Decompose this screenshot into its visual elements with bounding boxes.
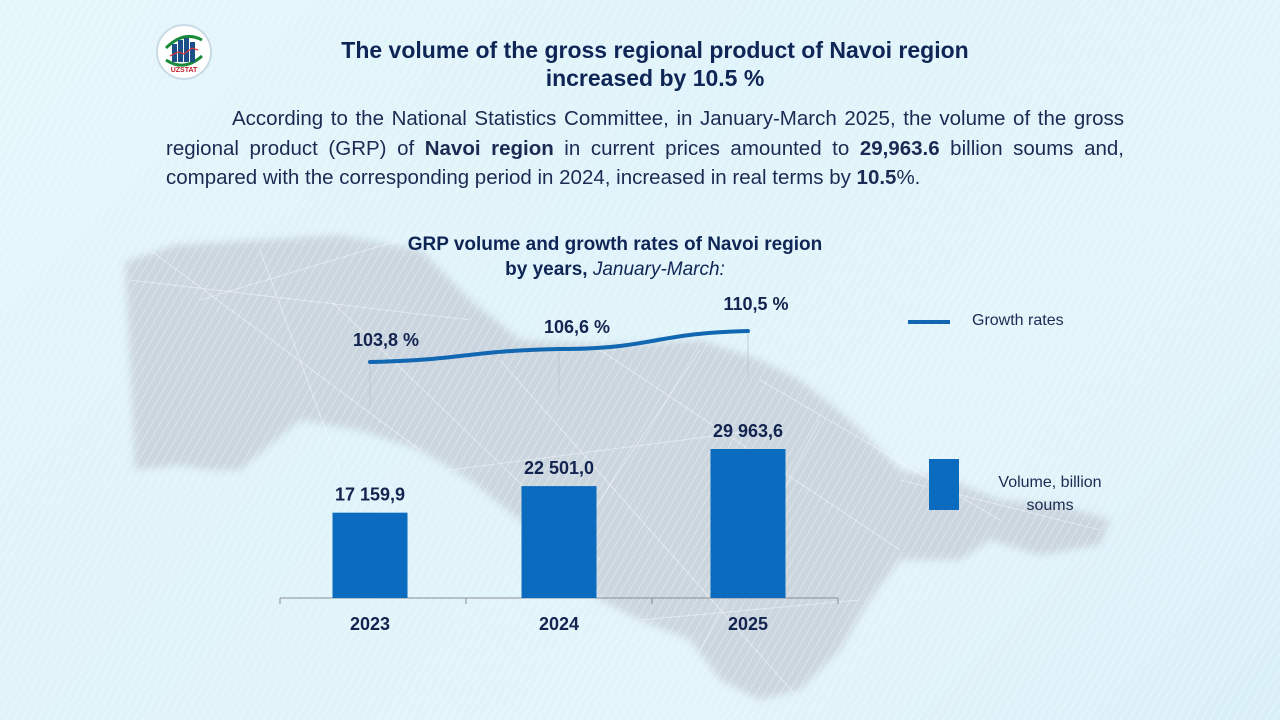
chart-subtitle-italic: January-March: xyxy=(592,259,725,280)
logo-icon: UZSTAT xyxy=(164,34,203,74)
bar-value-label: 22 501,0 xyxy=(524,458,594,478)
bar-2023 xyxy=(332,512,408,598)
title-line-1: The volume of the gross regional product… xyxy=(341,37,969,63)
grp-value: 29,963.6 xyxy=(859,136,940,160)
uzstat-logo: UZSTAT xyxy=(156,24,212,80)
bar-value-label: 17 159,9 xyxy=(335,485,405,505)
legend-volume-line-2: soums xyxy=(1026,497,1074,514)
growth-value: 10.5 xyxy=(856,166,897,189)
chart-subtitle-bold: by years, xyxy=(505,259,588,280)
legend-growth-rates: Growth rates xyxy=(972,312,1064,329)
chart-title-line-1: GRP volume and growth rates of Navoi reg… xyxy=(407,234,823,255)
title-line-2: increased by 10.5 % xyxy=(545,65,765,91)
logo-text: UZSTAT xyxy=(171,67,198,74)
paragraph-text: According to the National Statistics Com… xyxy=(166,107,1124,160)
line-value-label: 110,5 % xyxy=(723,294,788,314)
bar-2024 xyxy=(521,486,597,598)
x-tick-label: 2025 xyxy=(728,614,768,634)
chart-title-line-2: by years, January-March: xyxy=(300,257,930,282)
paragraph-text: %. xyxy=(896,166,921,189)
bar-value-label: 29 963,6 xyxy=(713,421,783,441)
legend-bar-swatch xyxy=(929,459,959,510)
bar-2025 xyxy=(710,449,786,598)
summary-paragraph: According to the National Statistics Com… xyxy=(166,104,1124,193)
uzbekistan-map-shape xyxy=(125,235,1110,700)
line-value-label: 106,6 % xyxy=(544,317,610,337)
legend-volume-line-1: Volume, billion xyxy=(998,474,1102,491)
paragraph-text: billion soums and, compared with the cor… xyxy=(166,136,1124,190)
paragraph-text: in current prices amounted to xyxy=(553,136,860,160)
chart-title: GRP volume and growth rates of Navoi reg… xyxy=(300,232,930,282)
x-tick-label: 2023 xyxy=(350,614,390,634)
legend-volume: Volume, billion soums xyxy=(980,471,1120,517)
x-tick-label: 2024 xyxy=(539,614,579,634)
page-title: The volume of the gross regional product… xyxy=(250,36,1060,92)
region-name: Navoi region xyxy=(424,136,554,160)
line-value-label: 103,8 % xyxy=(353,330,419,350)
